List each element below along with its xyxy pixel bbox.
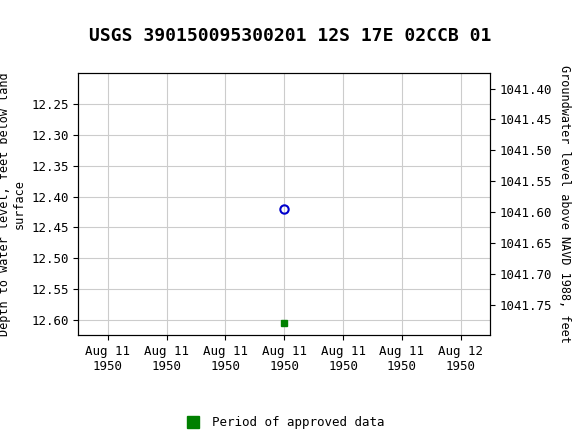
Y-axis label: Groundwater level above NAVD 1988, feet: Groundwater level above NAVD 1988, feet [558,65,571,343]
Text: ≡USGS: ≡USGS [9,11,67,30]
Y-axis label: Depth to water level, feet below land
surface: Depth to water level, feet below land su… [0,72,26,336]
Text: USGS 390150095300201 12S 17E 02CCB 01: USGS 390150095300201 12S 17E 02CCB 01 [89,27,491,45]
Legend: Period of approved data: Period of approved data [179,411,390,430]
